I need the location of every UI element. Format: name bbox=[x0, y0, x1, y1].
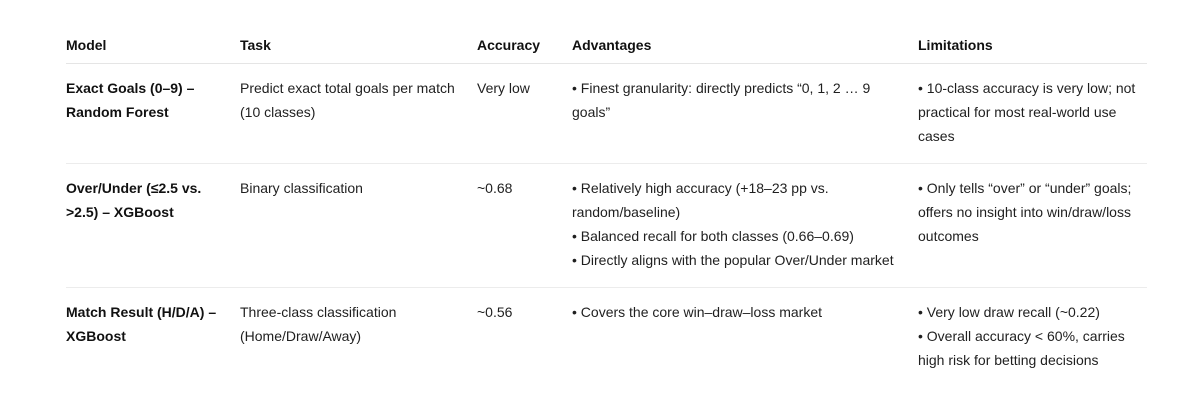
table-header: Model Task Accuracy Advantages Limitatio… bbox=[66, 28, 1147, 64]
limitations-cell: • 10-class accuracy is very low; not pra… bbox=[918, 63, 1147, 164]
model-cell: Exact Goals (0–9) – Random Forest bbox=[66, 63, 240, 164]
advantage-item: • Balanced recall for both classes (0.66… bbox=[572, 228, 854, 244]
advantage-item: • Finest granularity: directly predicts … bbox=[572, 80, 871, 120]
header-advantages: Advantages bbox=[572, 28, 918, 64]
limitations-cell: • Only tells “over” or “under” goals; of… bbox=[918, 163, 1147, 288]
advantage-item: • Covers the core win–draw–loss market bbox=[572, 304, 822, 320]
header-accuracy: Accuracy bbox=[477, 28, 572, 64]
advantage-item: • Directly aligns with the popular Over/… bbox=[572, 252, 894, 268]
table-row: Exact Goals (0–9) – Random Forest Predic… bbox=[66, 63, 1147, 164]
header-row: Model Task Accuracy Advantages Limitatio… bbox=[66, 28, 1147, 64]
header-task: Task bbox=[240, 28, 477, 64]
task-cell: Three-class classification (Home/Draw/Aw… bbox=[240, 304, 397, 344]
limitations-cell: • Very low draw recall (~0.22) • Overall… bbox=[918, 288, 1147, 388]
advantages-cell: • Covers the core win–draw–loss market bbox=[572, 288, 918, 388]
advantages-cell: • Finest granularity: directly predicts … bbox=[572, 63, 918, 164]
accuracy-cell: ~0.68 bbox=[477, 163, 572, 288]
model-cell: Match Result (H/D/A) – XGBoost bbox=[66, 304, 217, 344]
accuracy-cell: Very low bbox=[477, 63, 572, 164]
advantage-item: • Relatively high accuracy (+18–23 pp vs… bbox=[572, 180, 829, 220]
header-model: Model bbox=[66, 28, 240, 64]
task-cell: Binary classification bbox=[240, 163, 477, 288]
table-body: Exact Goals (0–9) – Random Forest Predic… bbox=[66, 63, 1147, 388]
model-comparison-table: Model Task Accuracy Advantages Limitatio… bbox=[66, 28, 1147, 387]
advantages-cell: • Relatively high accuracy (+18–23 pp vs… bbox=[572, 163, 918, 288]
limitation-item: • 10-class accuracy is very low; not pra… bbox=[918, 80, 1136, 144]
limitation-item: • Overall accuracy < 60%, carries high r… bbox=[918, 328, 1125, 368]
limitation-item: • Only tells “over” or “under” goals; of… bbox=[918, 180, 1132, 244]
header-limitations: Limitations bbox=[918, 28, 1147, 64]
table-row: Match Result (H/D/A) – XGBoost Three-cla… bbox=[66, 288, 1147, 388]
limitation-item: • Very low draw recall (~0.22) bbox=[918, 304, 1100, 320]
accuracy-cell: ~0.56 bbox=[477, 304, 513, 320]
model-cell: Over/Under (≤2.5 vs. >2.5) – XGBoost bbox=[66, 163, 240, 288]
task-cell: Predict exact total goals per match (10 … bbox=[240, 63, 477, 164]
table-row: Over/Under (≤2.5 vs. >2.5) – XGBoost Bin… bbox=[66, 163, 1147, 288]
